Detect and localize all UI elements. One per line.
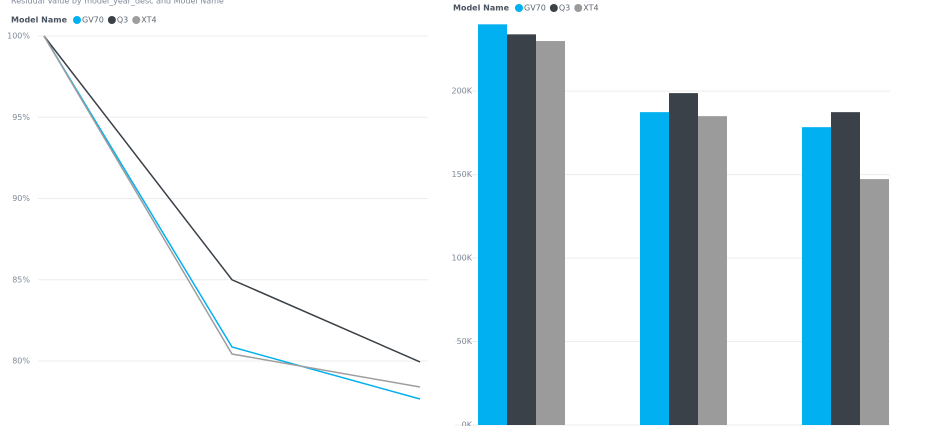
bar: [860, 179, 889, 425]
legend-marker: [107, 16, 116, 24]
legend-label: Q3: [117, 16, 128, 25]
y-tick-label: 50K: [457, 337, 473, 346]
y-tick-label: 85%: [12, 275, 30, 284]
legend-marker: [549, 4, 558, 12]
chart-title: Residual Value by model_year_desc and Mo…: [11, 0, 224, 6]
legend-marker: [73, 16, 81, 24]
legend-label: XT4: [141, 16, 156, 25]
legend-label: GV70: [82, 16, 104, 25]
y-tick-label: 80%: [12, 357, 30, 366]
legend-title: Model Name: [453, 4, 510, 13]
bar: [802, 127, 831, 426]
y-tick-label: 150K: [451, 170, 472, 179]
legend-label: XT4: [583, 4, 598, 13]
legend-marker: [132, 16, 141, 24]
bar: [669, 93, 698, 425]
series-line: [43, 35, 421, 400]
y-tick-label: 100%: [7, 32, 30, 41]
series-line: [43, 35, 421, 363]
bar: [536, 41, 565, 426]
y-tick-label: 0K: [462, 421, 473, 426]
legend-label: Q3: [559, 4, 570, 13]
legend-title: Model Name: [11, 16, 68, 25]
legend-marker: [515, 4, 523, 12]
y-tick-label: 100K: [451, 254, 472, 263]
series-line: [43, 35, 421, 388]
bar: [831, 112, 860, 425]
legend-marker: [574, 4, 583, 12]
bar: [698, 116, 727, 425]
bar: [507, 34, 536, 425]
y-tick-label: 90%: [12, 194, 30, 203]
bar: [478, 24, 507, 426]
y-tick-label: 95%: [12, 113, 30, 122]
y-tick-label: 200K: [451, 87, 472, 96]
bar: [640, 112, 669, 425]
legend-label: GV70: [524, 4, 546, 13]
